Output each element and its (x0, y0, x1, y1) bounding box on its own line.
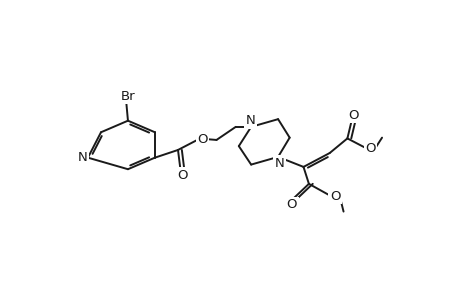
Text: O: O (177, 169, 187, 182)
Text: N: N (245, 114, 255, 127)
Text: N: N (78, 151, 87, 164)
Text: O: O (347, 109, 358, 122)
Text: N: N (274, 157, 284, 169)
Text: O: O (329, 190, 340, 203)
Text: O: O (197, 133, 207, 146)
Text: Br: Br (120, 90, 135, 103)
Text: O: O (364, 142, 375, 155)
Text: O: O (286, 198, 297, 211)
